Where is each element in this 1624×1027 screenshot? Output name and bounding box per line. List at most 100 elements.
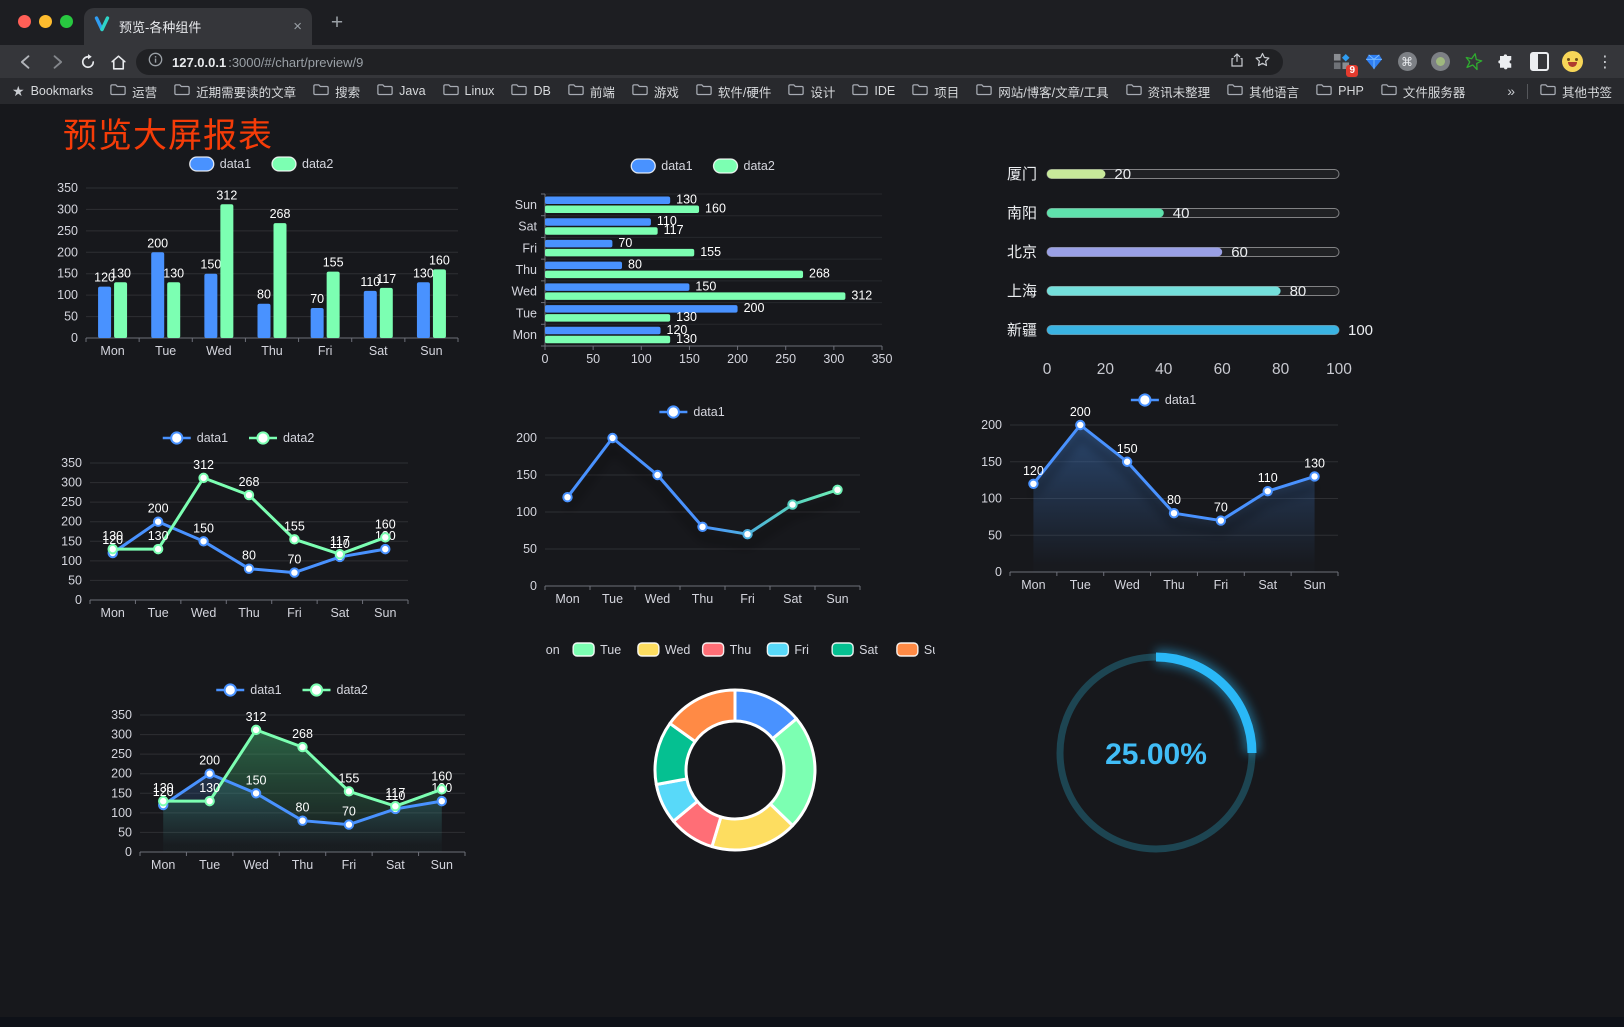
home-button[interactable] xyxy=(106,50,130,74)
svg-text:70: 70 xyxy=(618,236,632,250)
other-bookmarks[interactable]: 其他书签 xyxy=(1540,82,1612,101)
legend-item-Tue[interactable]: Tue xyxy=(572,642,621,657)
green-star-extension-icon[interactable] xyxy=(1462,51,1484,73)
legend-item-data1[interactable]: data1 xyxy=(216,683,282,697)
bookmark-folder[interactable]: 搜索 xyxy=(313,82,360,101)
legend-item-data1[interactable]: data1 xyxy=(162,431,228,445)
bookmark-folder[interactable]: 运营 xyxy=(110,82,157,101)
legend-item-Fri[interactable]: Fri xyxy=(766,642,809,657)
svg-text:80: 80 xyxy=(628,258,642,272)
svg-text:新疆: 新疆 xyxy=(1007,322,1037,339)
bookmark-folder-label: DB xyxy=(533,84,551,98)
svg-text:Thu: Thu xyxy=(238,606,260,620)
tiles-extension-icon[interactable]: 9 xyxy=(1330,51,1358,77)
svg-text:312: 312 xyxy=(246,710,267,724)
forward-button[interactable] xyxy=(45,50,69,74)
bookmark-folder[interactable]: 网站/博客/文章/工具 xyxy=(976,82,1109,101)
url-host: 127.0.0.1 xyxy=(172,54,227,70)
extension-icons: 9 ⌘ ⋮ xyxy=(1330,45,1616,78)
bookmark-folder[interactable]: 游戏 xyxy=(632,82,679,101)
bookmark-folder[interactable]: 项目 xyxy=(912,82,959,101)
record-extension-icon[interactable] xyxy=(1429,51,1451,73)
url-bar[interactable]: 127.0.0.1:3000/#/chart/preview/9 xyxy=(136,49,1283,75)
svg-text:data1: data1 xyxy=(197,431,228,445)
bookmark-manager[interactable]: ★ Bookmarks xyxy=(12,83,93,100)
bookmark-folder[interactable]: DB xyxy=(511,83,551,99)
svg-text:130: 130 xyxy=(199,781,220,795)
svg-text:250: 250 xyxy=(775,352,796,365)
legend-item-data2[interactable]: data2 xyxy=(712,158,775,174)
tab-close-icon[interactable]: × xyxy=(293,18,302,35)
other-bookmarks-label: 其他书签 xyxy=(1561,85,1612,100)
svg-text:350: 350 xyxy=(61,456,82,470)
chart-gauge: 25.00% xyxy=(1040,633,1280,881)
legend-item-Thu[interactable]: Thu xyxy=(701,642,752,657)
legend-item-data1[interactable]: data1 xyxy=(189,156,251,172)
svg-text:80: 80 xyxy=(1290,283,1307,300)
reload-button[interactable] xyxy=(76,50,100,74)
svg-text:155: 155 xyxy=(338,771,359,785)
legend-item-data2[interactable]: data2 xyxy=(249,431,314,445)
new-tab-button[interactable]: + xyxy=(330,11,344,34)
svg-text:Mon: Mon xyxy=(555,592,579,606)
splitview-icon[interactable] xyxy=(1528,51,1550,73)
back-button[interactable] xyxy=(14,50,38,74)
svg-text:50: 50 xyxy=(523,542,537,556)
svg-text:50: 50 xyxy=(586,352,600,365)
legend-item-Sun[interactable]: Sun xyxy=(896,642,946,657)
donut-slice-Sun[interactable] xyxy=(668,688,737,743)
bookmarks-overflow-chevron[interactable]: » xyxy=(1507,83,1515,99)
bookmark-folder-label: 前端 xyxy=(589,85,615,100)
command-extension-icon[interactable]: ⌘ xyxy=(1396,51,1418,73)
svg-text:Sat: Sat xyxy=(518,220,537,234)
bookmark-folder[interactable]: PHP xyxy=(1316,83,1364,99)
bookmark-folder[interactable]: Linux xyxy=(442,83,494,99)
bookmark-folder[interactable]: IDE xyxy=(852,83,895,99)
svg-text:200: 200 xyxy=(981,418,1002,432)
legend-item-Wed[interactable]: Wed xyxy=(637,642,691,657)
puzzle-extensions-icon[interactable] xyxy=(1495,51,1517,73)
svg-text:Tue: Tue xyxy=(600,643,621,657)
legend-item-data1[interactable]: data1 xyxy=(630,158,693,174)
svg-text:Sat: Sat xyxy=(386,858,405,872)
close-window-button[interactable] xyxy=(18,15,31,28)
svg-text:Sat: Sat xyxy=(1258,578,1277,592)
legend-item-Sat[interactable]: Sat xyxy=(831,642,878,657)
svg-text:200: 200 xyxy=(148,502,169,516)
svg-text:Tue: Tue xyxy=(155,344,176,358)
gem-extension-icon[interactable] xyxy=(1363,51,1385,73)
maximize-window-button[interactable] xyxy=(60,15,73,28)
bookmark-folder[interactable]: 其他语言 xyxy=(1227,82,1299,101)
share-icon[interactable] xyxy=(1229,52,1245,73)
minimize-window-button[interactable] xyxy=(39,15,52,28)
legend-item-Mon[interactable]: Mon xyxy=(507,642,560,657)
legend-item-data1[interactable]: data1 xyxy=(1130,393,1196,407)
chart-area-two-series: 0 50 100 150 200 250 300 350 Mon Tue Wed Thu Fri Sat S… xyxy=(100,680,525,887)
legend-item-data1[interactable]: data1 xyxy=(659,405,725,419)
bookmark-folder-label: 文件服务器 xyxy=(1402,85,1466,100)
chart-bar-horizontal: 0 50 100 150 200 250 300 350 Sun 130 160 Sat 110 117 F… xyxy=(490,150,910,366)
svg-text:Sun: Sun xyxy=(1303,578,1325,592)
bookmark-folder[interactable]: Java xyxy=(377,83,426,99)
browser-menu-icon[interactable]: ⋮ xyxy=(1597,53,1613,71)
bookmark-folder[interactable]: 软件/硬件 xyxy=(696,82,771,101)
bookmark-folder[interactable]: 设计 xyxy=(788,82,835,101)
browser-tab[interactable]: 预览-各种组件 × xyxy=(84,8,312,45)
bookmark-folder[interactable]: 文件服务器 xyxy=(1381,82,1466,101)
bookmarks-label: Bookmarks xyxy=(30,84,94,98)
chart-progress-bars: 厦门 20 南阳 40 北京 60 上海 80 新疆 100 0 20 40 60 80 100 xyxy=(985,152,1390,384)
legend-item-data2[interactable]: data2 xyxy=(302,683,368,697)
svg-text:120: 120 xyxy=(94,271,115,285)
svg-text:200: 200 xyxy=(727,352,748,365)
site-info-icon[interactable] xyxy=(148,52,163,72)
svg-text:312: 312 xyxy=(216,188,237,202)
bookmark-folder[interactable]: 前端 xyxy=(568,82,615,101)
bookmark-folder[interactable]: 近期需要读的文章 xyxy=(174,82,296,101)
legend-item-data2[interactable]: data2 xyxy=(271,156,333,172)
bookmark-star-icon[interactable] xyxy=(1254,51,1271,73)
profile-avatar[interactable] xyxy=(1561,51,1583,73)
bookmark-folder[interactable]: 资讯未整理 xyxy=(1125,82,1210,101)
bookmark-folder-label: PHP xyxy=(1338,84,1364,98)
folder-icon xyxy=(1540,83,1556,99)
